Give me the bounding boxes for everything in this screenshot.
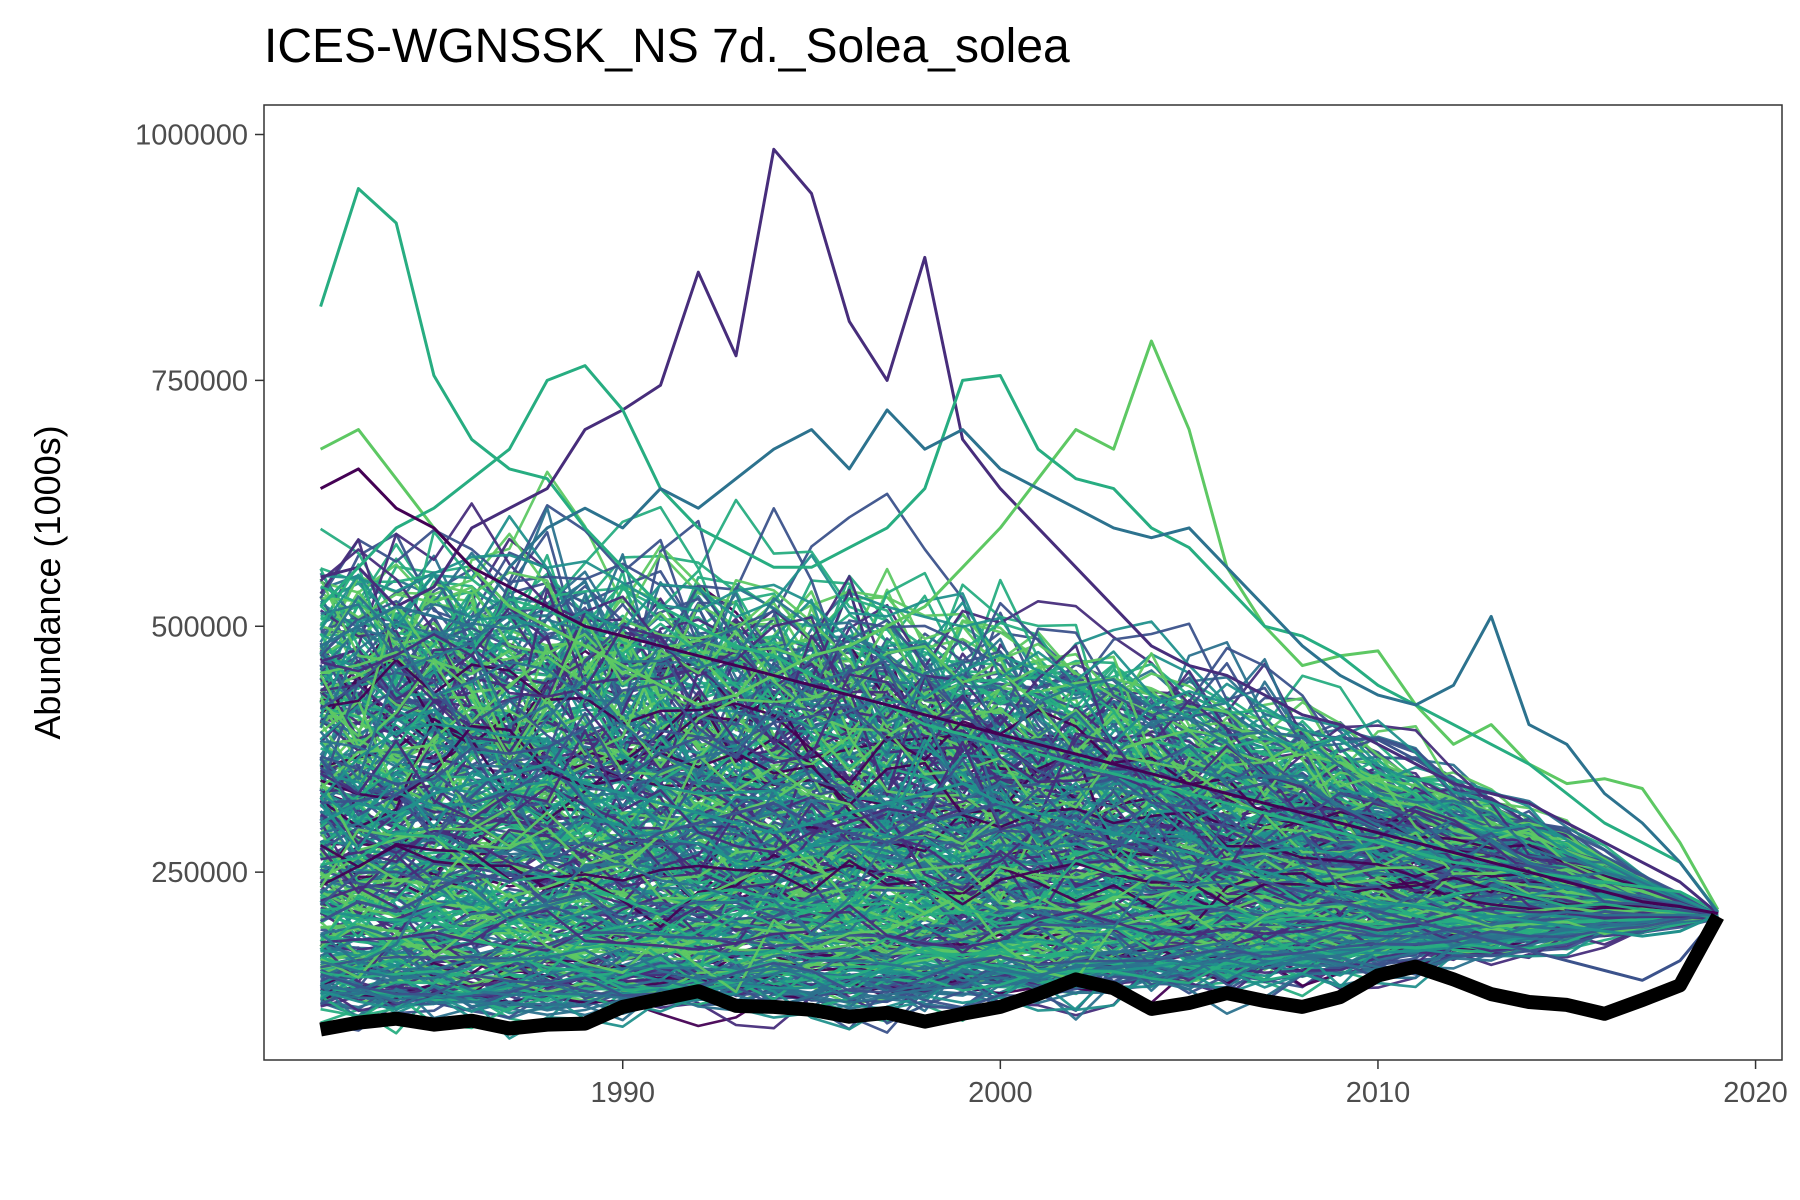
ensemble-line — [320, 895, 1718, 948]
series-line — [319, 408, 1719, 914]
ensemble-line — [319, 743, 1719, 918]
y-axis: 250000 500000 750000 1000000 — [135, 120, 264, 889]
ensemble-line — [319, 586, 1719, 921]
ensemble-line — [320, 590, 1719, 918]
ensemble-line — [320, 893, 1718, 994]
ensemble-line — [319, 553, 1719, 919]
ensemble-line — [320, 904, 1718, 951]
ensemble-line — [320, 832, 1719, 920]
series-line — [319, 364, 1719, 913]
ensemble-line — [319, 641, 1719, 918]
ensemble-line — [320, 863, 1718, 983]
ensemble-line — [320, 645, 1719, 917]
x-tick-label: 1990 — [590, 1077, 655, 1109]
ensemble-line — [319, 538, 1719, 921]
ensemble-line — [319, 595, 1719, 916]
ensemble-line — [320, 553, 1719, 916]
ensemble-line — [320, 886, 1718, 955]
y-axis-title: Abundance (1000s) — [27, 425, 68, 739]
ensemble-line — [320, 912, 1718, 997]
series-line — [320, 147, 1719, 915]
x-tick-label: 2010 — [1346, 1077, 1411, 1109]
y-tick-label: 1000000 — [135, 120, 248, 152]
y-tick-label: 250000 — [151, 857, 248, 889]
sample-series — [319, 147, 1720, 982]
series-line — [319, 339, 1720, 911]
ensemble-line — [319, 590, 1719, 915]
ensemble-line — [320, 913, 1719, 994]
highlight-series — [319, 913, 1724, 1037]
series-line — [319, 801, 1719, 982]
plot-panel-border — [263, 104, 1783, 1061]
ensemble-line — [319, 619, 1719, 916]
series-line — [319, 187, 1719, 913]
ensemble-line — [319, 810, 1718, 918]
ensemble-line — [320, 808, 1718, 916]
y-tick-label: 750000 — [151, 365, 248, 397]
x-tick-label: 2020 — [1723, 1077, 1788, 1109]
ensemble-line — [319, 645, 1719, 920]
ensemble-line — [320, 914, 1719, 1001]
ensemble-line — [319, 838, 1718, 965]
chart-title: ICES-WGNSSK_NS 7d._Solea_solea — [264, 20, 1070, 73]
series-line — [319, 467, 1719, 915]
ensemble-line — [320, 659, 1719, 919]
x-axis: 1990 2000 2010 2020 — [590, 1060, 1788, 1109]
ensemble-line — [319, 729, 1719, 918]
x-tick-label: 2000 — [968, 1077, 1033, 1109]
ensemble-line — [320, 916, 1718, 1012]
reference-line — [319, 913, 1724, 1037]
ensemble-line — [320, 838, 1718, 919]
y-tick-label: 500000 — [151, 611, 248, 643]
series-line — [319, 762, 1719, 938]
